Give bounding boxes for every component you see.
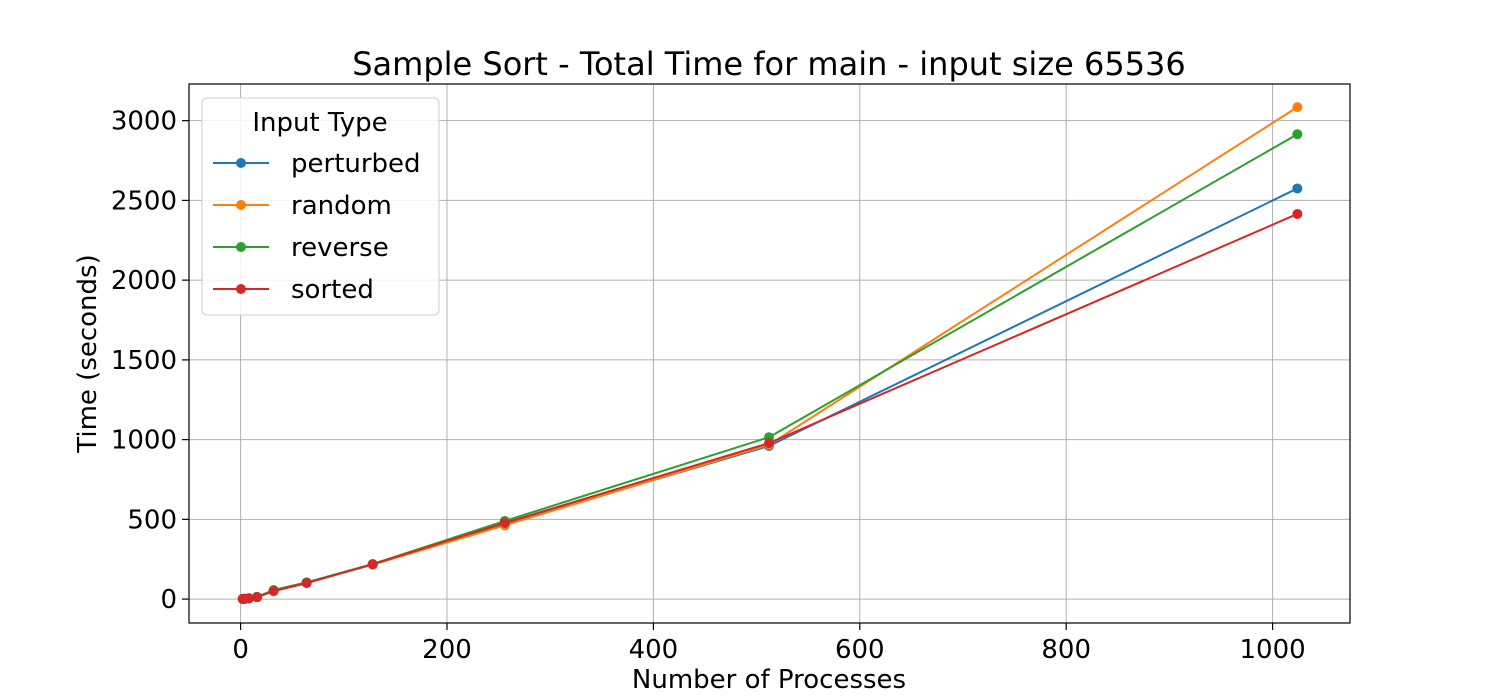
y-tick-label: 500	[127, 505, 177, 535]
x-axis-label: Number of Processes	[632, 665, 906, 695]
x-tick-label: 400	[629, 635, 679, 665]
legend-label: sorted	[291, 275, 374, 305]
data-point-perturbed	[1292, 183, 1303, 194]
data-point-sorted	[763, 438, 774, 449]
y-tick-label: 3000	[111, 107, 177, 137]
series-sorted	[237, 208, 1303, 604]
chart-title: Sample Sort - Total Time for main - inpu…	[352, 45, 1186, 83]
legend-marker	[236, 200, 246, 210]
legend-label: random	[291, 191, 392, 221]
data-point-sorted	[499, 517, 510, 528]
y-tick-label: 2000	[111, 266, 177, 296]
legend-entries: perturbed random reverse sorted	[213, 149, 421, 305]
x-tick-label: 600	[835, 635, 885, 665]
x-tick-label: 200	[422, 635, 472, 665]
data-point-sorted	[367, 559, 378, 570]
x-tick-label: 800	[1041, 635, 1091, 665]
legend-entry-perturbed: perturbed	[213, 149, 421, 179]
legend-marker	[236, 158, 246, 168]
y-tick-label: 1000	[111, 426, 177, 456]
y-tick-label: 0	[160, 585, 177, 615]
legend-title: Input Type	[252, 108, 387, 138]
series-lines	[237, 102, 1303, 604]
legend-label: reverse	[291, 233, 389, 263]
data-point-reverse	[1292, 129, 1303, 140]
legend-box	[201, 97, 440, 316]
data-point-random	[1292, 102, 1303, 113]
data-point-sorted	[252, 592, 263, 603]
y-tick-label: 1500	[111, 346, 177, 376]
data-point-sorted	[268, 586, 279, 597]
plot-area-frame	[188, 83, 1351, 624]
x-tick-label: 1000	[1240, 635, 1306, 665]
y-tick-label: 2500	[111, 186, 177, 216]
x-tick-label: 0	[232, 635, 249, 665]
legend-entry-random: random	[213, 191, 392, 221]
grid	[189, 84, 1350, 623]
data-point-sorted	[1292, 208, 1303, 219]
legend: Input Type perturbed random reverse sorted	[201, 97, 440, 316]
data-point-sorted	[301, 578, 312, 589]
legend-label: perturbed	[291, 149, 421, 179]
legend-entry-reverse: reverse	[213, 233, 389, 263]
legend-marker	[236, 284, 246, 294]
axis-ticks: 0 200 400 600 800 1000 0 500 1000 1500 2000 2500 300…	[111, 107, 1306, 665]
y-axis-label: Time (seconds)	[73, 254, 103, 453]
legend-marker	[236, 242, 246, 252]
data-point-sorted	[243, 593, 254, 604]
legend-entry-sorted: sorted	[213, 275, 374, 305]
